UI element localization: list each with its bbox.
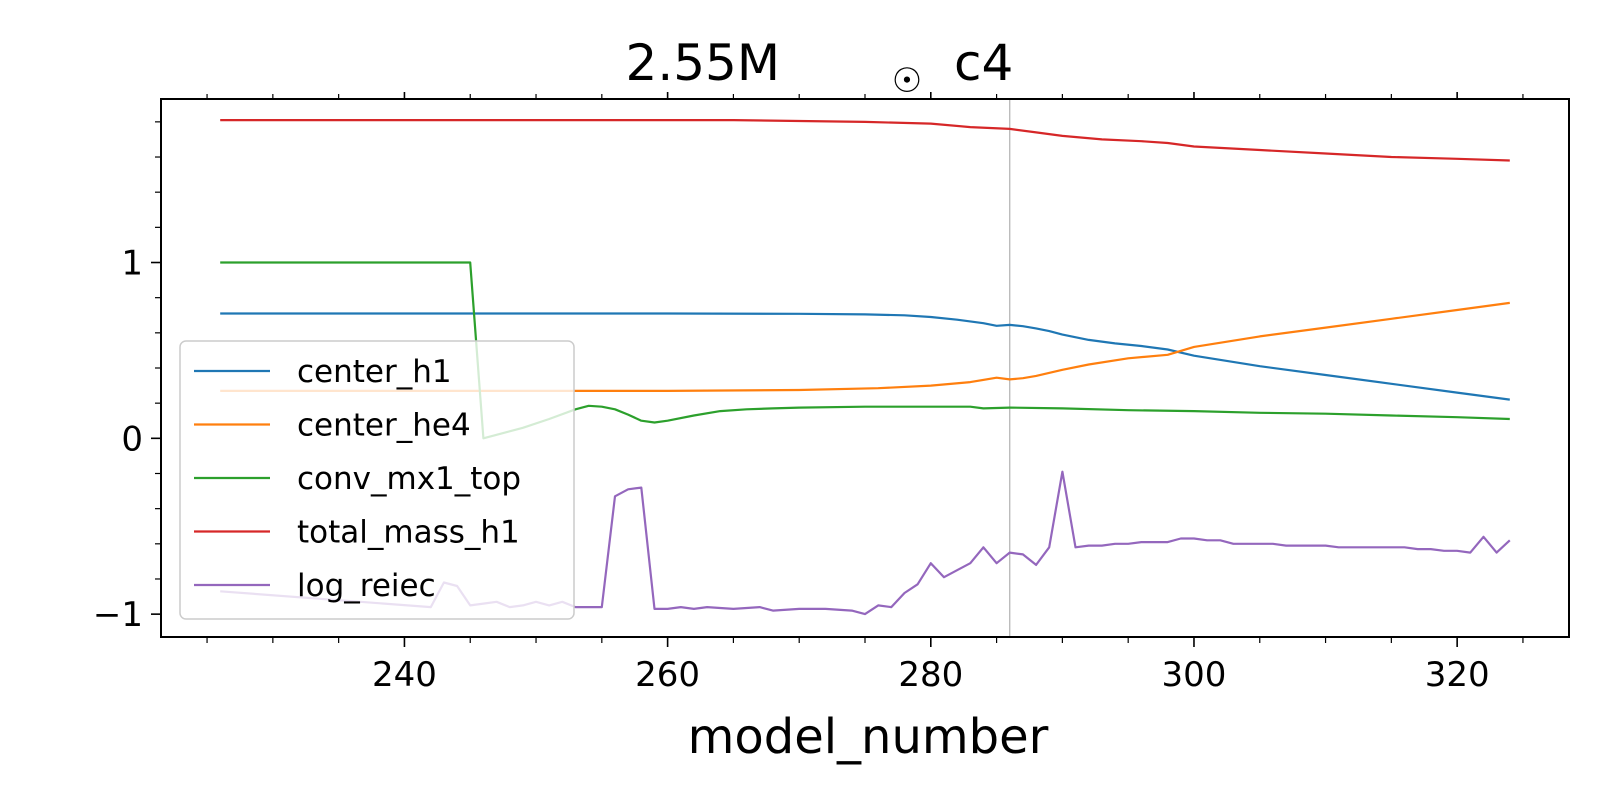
axis-ticks: 240 260 280 300 320 −1 0 1 [93,92,1524,695]
legend-label-total-mass-h1: total_mass_h1 [297,515,520,551]
series-line-center-h1 [220,312,1510,401]
x-tick-label: 240 [372,655,437,695]
legend-label-log-reiec: log_reiec [297,568,436,604]
legend-label-center-he4: center_he4 [297,408,471,444]
chart-title: 2.55M ☉ c4 [626,34,1014,101]
legend-label-center-h1: center_h1 [297,354,452,390]
series-line-total-mass-h1 [220,118,1510,162]
y-tick-label: 1 [121,244,143,284]
legend-label-conv-mx1-top: conv_mx1_top [297,461,521,497]
x-tick-label: 320 [1425,655,1490,695]
legend-box [179,340,575,620]
x-axis-label: model_number [688,709,1049,765]
x-tick-label: 300 [1162,655,1227,695]
x-tick-label: 260 [635,655,700,695]
y-tick-label: 0 [121,419,143,459]
title-sun-symbol: ☉ [892,61,922,101]
series-line-log-reiec [220,470,1511,616]
y-tick-label: −1 [93,595,143,635]
title-suffix: c4 [954,34,1013,92]
title-main: 2.55M [626,34,780,92]
legend: center_h1 center_he4 conv_mx1_top total_mas… [179,340,575,620]
series-line-center-he4 [220,301,1510,392]
x-tick-label: 280 [898,655,963,695]
